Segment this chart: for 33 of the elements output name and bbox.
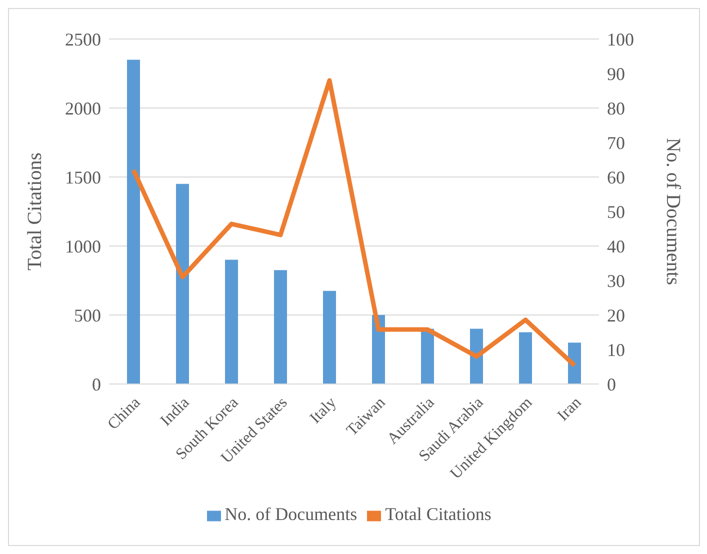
- bar: [176, 184, 189, 384]
- legend-label: No. of Documents: [224, 504, 358, 524]
- y-tick-label: 1000: [65, 236, 101, 256]
- y-axis-title: Total Citations: [24, 152, 46, 271]
- x-tick-label: Iran: [554, 394, 585, 424]
- bar: [519, 332, 532, 384]
- y2-tick-label: 90: [607, 64, 625, 84]
- y2-tick-label: 100: [607, 29, 634, 50]
- bar: [421, 328, 434, 384]
- y2-axis-title: No. of Documents: [662, 138, 684, 286]
- bar: [323, 290, 336, 384]
- legend-label: Total Citations: [385, 504, 492, 524]
- y2-tick-label: 70: [607, 132, 625, 153]
- y2-tick-label: 80: [607, 98, 625, 118]
- y-tick-label: 1500: [65, 167, 101, 188]
- y2-tick-label: 20: [607, 305, 625, 326]
- bar: [274, 270, 287, 384]
- y2-tick-label: 60: [607, 167, 625, 188]
- x-tick-label: Italy: [306, 394, 340, 427]
- y2-tick-label: 50: [607, 202, 625, 222]
- bar: [225, 260, 238, 384]
- x-tick-label: India: [157, 394, 193, 430]
- y2-tick-label: 40: [607, 236, 625, 256]
- y2-tick-label: 0: [607, 374, 616, 394]
- y2-tick-label: 30: [607, 270, 625, 291]
- line-series: [131, 78, 577, 368]
- y2-tick-label: 10: [607, 340, 625, 360]
- y-tick-label: 2000: [65, 98, 101, 118]
- bar: [127, 60, 140, 384]
- y-tick-label: 0: [92, 374, 101, 394]
- bar: [568, 342, 581, 384]
- y-tick-label: 500: [74, 305, 101, 326]
- y-tick-label: 2500: [65, 29, 101, 50]
